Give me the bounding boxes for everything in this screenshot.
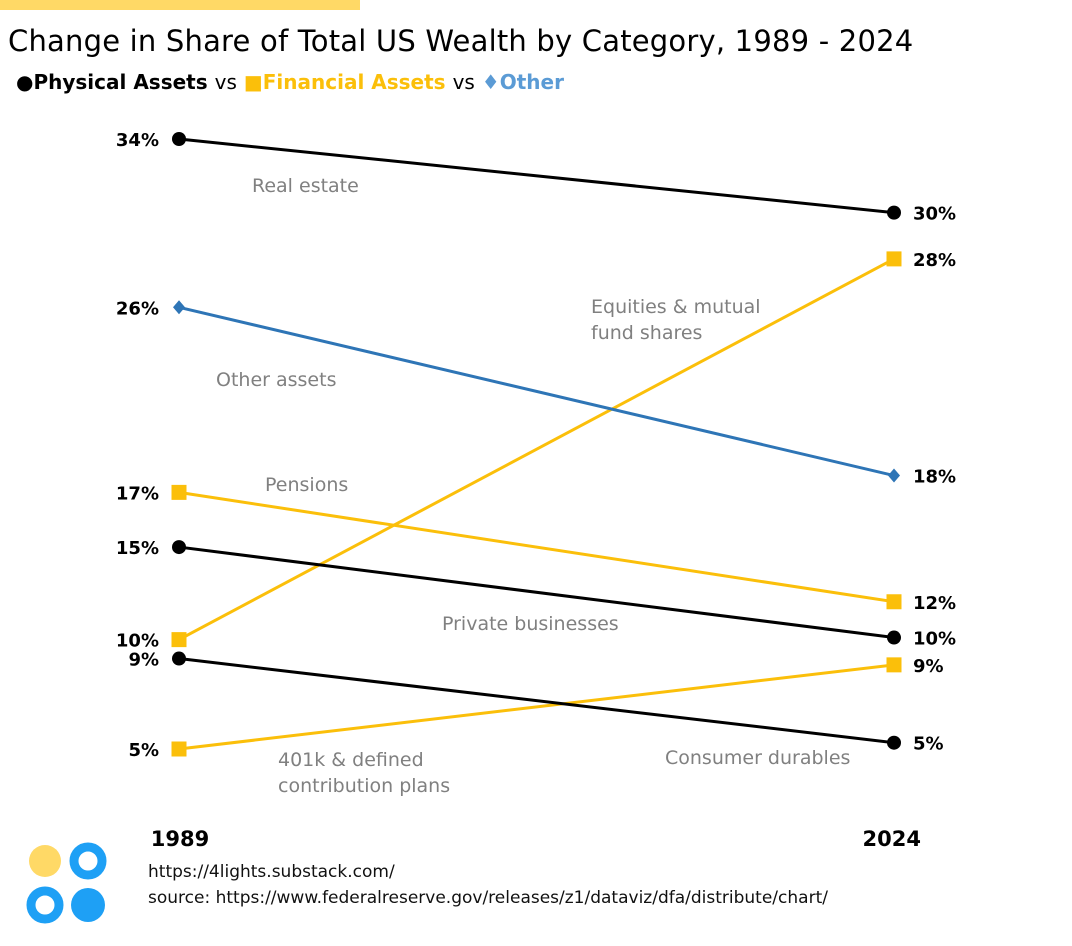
value-label-1989: 9%: [128, 650, 159, 671]
circle-marker: [172, 651, 186, 666]
series-line: [178, 545, 895, 640]
circle-marker: [887, 630, 901, 645]
value-label-1989: 5%: [128, 740, 159, 761]
diamond-marker: [888, 468, 900, 483]
square-marker: [171, 632, 187, 648]
legend-separator: vs: [452, 70, 475, 94]
square-marker: [886, 251, 902, 267]
series-annotation: Equities & mutual: [591, 296, 761, 318]
legend-physical: ●Physical Assets: [16, 70, 208, 94]
circle-marker: [887, 735, 901, 750]
circle-marker: [887, 205, 901, 220]
legend-financial: ■Financial Assets: [243, 70, 446, 94]
value-label-2024: 9%: [913, 656, 944, 677]
value-label-1989: 10%: [116, 631, 159, 652]
series-annotation: Consumer durables: [665, 747, 850, 769]
series-line: [178, 663, 895, 751]
series-line: [178, 657, 895, 745]
value-label-2024: 12%: [913, 593, 956, 614]
value-label-1989: 26%: [116, 298, 159, 319]
series-annotation: Private businesses: [442, 613, 619, 635]
square-marker: [171, 741, 187, 757]
footer-url[interactable]: https://4lights.substack.com/: [148, 862, 395, 882]
legend: ●Physical Assets vs ■Financial Assets vs…: [16, 70, 564, 94]
circle-marker: [172, 540, 186, 555]
square-marker: [171, 484, 187, 500]
x-tick-label: 2024: [863, 827, 921, 851]
diamond-marker: [173, 300, 185, 315]
legend-separator: vs: [214, 70, 237, 94]
series-annotation: 401k & defined: [278, 749, 424, 771]
x-tick-label: 1989: [151, 827, 209, 851]
value-label-1989: 15%: [116, 538, 159, 559]
value-label-2024: 10%: [913, 629, 956, 650]
value-label-2024: 28%: [913, 250, 956, 271]
chart-title: Change in Share of Total US Wealth by Ca…: [8, 24, 914, 58]
series-annotation: Pensions: [265, 474, 348, 496]
value-label-2024: 30%: [913, 204, 956, 225]
series-line: [178, 137, 895, 215]
series-annotation: Other assets: [216, 369, 336, 391]
circle-marker: [172, 132, 186, 146]
series-annotation: contribution plans: [278, 775, 450, 797]
square-marker: [886, 594, 902, 610]
series-annotation: fund shares: [591, 322, 702, 344]
series-line: [178, 257, 895, 641]
value-label-2024: 18%: [913, 467, 956, 488]
footer-source[interactable]: source: https://www.federalreserve.gov/r…: [148, 888, 828, 908]
square-marker: [886, 657, 902, 673]
series-annotation: Real estate: [252, 175, 359, 197]
legend-other: ♦Other: [481, 70, 564, 94]
value-label-1989: 34%: [116, 130, 159, 151]
series-line: [178, 305, 895, 478]
series-line: [178, 490, 895, 604]
value-label-2024: 5%: [913, 734, 944, 755]
accent-bar: [0, 0, 360, 10]
value-label-1989: 17%: [116, 483, 159, 504]
